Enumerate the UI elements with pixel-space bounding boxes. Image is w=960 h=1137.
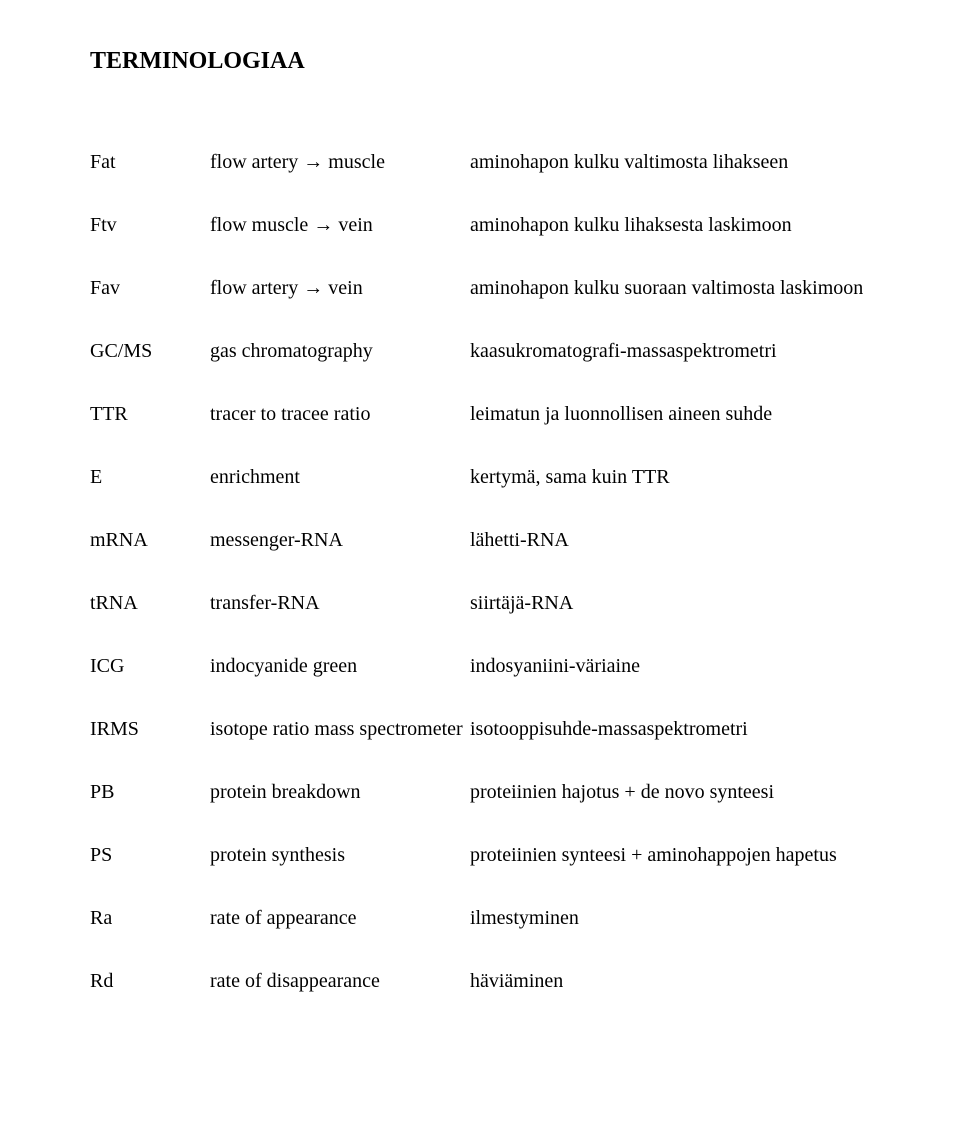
abbr-cell: E [90,446,210,509]
definition-cell: ilmestyminen [470,887,870,950]
abbr-cell: GC/MS [90,320,210,383]
definition-cell: lähetti-RNA [470,509,870,572]
term-pre: tracer to tracee ratio [210,403,370,425]
term-pre: indocyanide green [210,655,357,677]
table-row: Rdrate of disappearance häviäminen [90,950,870,1013]
terminology-table: Fatflow artery → muscleaminohapon kulku … [90,131,870,1013]
definition-cell: häviäminen [470,950,870,1013]
definition-cell: siirtäjä-RNA [470,572,870,635]
term-cell: indocyanide green [210,635,470,698]
abbr-cell: TTR [90,383,210,446]
table-row: Ftvflow muscle → veinaminohapon kulku li… [90,194,870,257]
table-row: tRNAtransfer-RNA siirtäjä-RNA [90,572,870,635]
definition-cell: aminohapon kulku lihaksesta laskimoon [470,194,870,257]
table-row: PBprotein breakdown proteiinien hajotus +… [90,761,870,824]
page-title: TERMINOLOGIAA [90,48,870,75]
term-cell: gas chromatography [210,320,470,383]
definition-cell: aminohapon kulku valtimosta lihakseen [470,131,870,194]
definition-cell: isotooppisuhde-massaspektrometri [470,698,870,761]
term-cell: transfer-RNA [210,572,470,635]
term-pre: protein synthesis [210,844,345,866]
term-post: vein [333,214,372,236]
term-post: muscle [323,151,385,173]
term-cell: rate of disappearance [210,950,470,1013]
term-pre: flow artery [210,151,303,173]
table-row: Rarate of appearance ilmestyminen [90,887,870,950]
definition-cell: aminohapon kulku suoraan valtimosta lask… [470,257,870,320]
definition-cell: kertymä, sama kuin TTR [470,446,870,509]
table-row: Favflow artery → veinaminohapon kulku su… [90,257,870,320]
abbr-cell: Fat [90,131,210,194]
arrow-icon: → [303,277,323,299]
definition-cell: kaasukromatografi-massaspektrometri [470,320,870,383]
term-pre: transfer-RNA [210,592,320,614]
definition-cell: proteiinien hajotus + de novo synteesi [470,761,870,824]
term-cell: tracer to tracee ratio [210,383,470,446]
term-cell: flow muscle → vein [210,194,470,257]
definition-cell: indosyaniini-väriaine [470,635,870,698]
arrow-icon: → [303,151,323,173]
term-cell: protein synthesis [210,824,470,887]
abbr-cell: tRNA [90,572,210,635]
term-cell: rate of appearance [210,887,470,950]
abbr-cell: Ftv [90,194,210,257]
term-pre: gas chromatography [210,340,373,362]
abbr-cell: mRNA [90,509,210,572]
abbr-cell: PS [90,824,210,887]
table-row: IRMSisotope ratio mass spectrometer isoto… [90,698,870,761]
table-row: ICGindocyanide green indosyaniini-väriain… [90,635,870,698]
term-pre: messenger-RNA [210,529,343,551]
abbr-cell: PB [90,761,210,824]
term-pre: protein breakdown [210,781,361,803]
term-pre: flow muscle [210,214,313,236]
term-pre: enrichment [210,466,300,488]
table-row: PSprotein synthesis proteiinien synteesi … [90,824,870,887]
term-pre: rate of disappearance [210,970,380,992]
abbr-cell: ICG [90,635,210,698]
term-pre: rate of appearance [210,907,357,929]
abbr-cell: IRMS [90,698,210,761]
term-cell: flow artery → vein [210,257,470,320]
table-row: mRNAmessenger-RNA lähetti-RNA [90,509,870,572]
definition-cell: proteiinien synteesi + aminohappojen hap… [470,824,870,887]
table-row: TTRtracer to tracee ratio leimatun ja luo… [90,383,870,446]
term-cell: flow artery → muscle [210,131,470,194]
term-cell: enrichment [210,446,470,509]
table-row: Eenrichment kertymä, sama kuin TTR [90,446,870,509]
definition-cell: leimatun ja luonnollisen aineen suhde [470,383,870,446]
term-pre: flow artery [210,277,303,299]
abbr-cell: Fav [90,257,210,320]
term-post: vein [323,277,362,299]
table-row: Fatflow artery → muscleaminohapon kulku … [90,131,870,194]
term-cell: messenger-RNA [210,509,470,572]
term-cell: protein breakdown [210,761,470,824]
abbr-cell: Ra [90,887,210,950]
abbr-cell: Rd [90,950,210,1013]
arrow-icon: → [313,214,333,236]
table-row: GC/MSgas chromatography kaasukromatografi… [90,320,870,383]
term-cell: isotope ratio mass spectrometer [210,698,470,761]
term-pre: isotope ratio mass spectrometer [210,718,463,740]
